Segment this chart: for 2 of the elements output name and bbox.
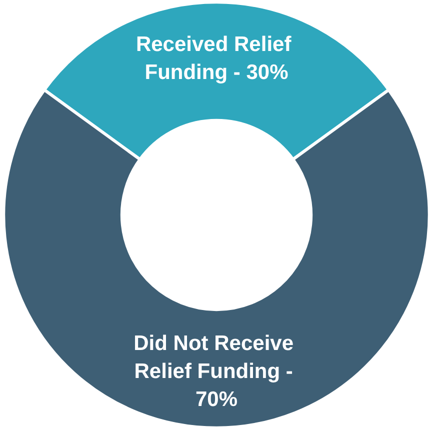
slice-label: Did Not Receive Relief Funding - 70% [134, 332, 300, 412]
slice-label: Received Relief Funding - 30% [136, 32, 298, 84]
